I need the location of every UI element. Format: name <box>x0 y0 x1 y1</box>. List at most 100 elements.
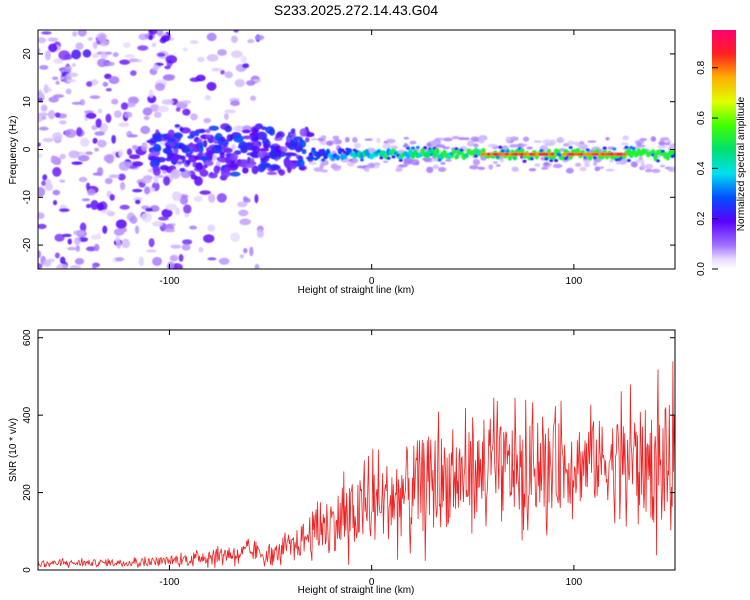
snr-y-ticks: 0 200 400 600 <box>22 329 675 573</box>
heat-cell <box>278 169 286 176</box>
heat-cell <box>87 37 93 41</box>
heat-cell <box>152 256 163 266</box>
heat-cell <box>207 257 217 261</box>
x-tick-label: 100 <box>566 577 583 588</box>
heat-peak-cell <box>567 152 573 156</box>
heat-cell <box>95 233 101 240</box>
heat-cell <box>658 141 667 146</box>
heat-cell <box>391 155 396 159</box>
heat-cell <box>124 54 136 58</box>
heat-cell <box>254 263 260 269</box>
heat-cell <box>509 144 519 148</box>
heat-cell <box>284 152 296 156</box>
heat-cell <box>246 80 256 86</box>
heat-cell <box>43 260 52 267</box>
heat-peak-cell <box>619 152 624 156</box>
heat-cell <box>71 101 82 105</box>
heat-cell <box>230 232 241 243</box>
heat-cell <box>105 61 115 67</box>
heat-cell <box>522 159 527 163</box>
heat-cell <box>111 98 119 105</box>
heat-peak-cell <box>504 152 510 156</box>
heat-cell <box>207 224 216 232</box>
heat-cell <box>230 100 240 107</box>
heat-cell <box>579 141 585 145</box>
heat-cell <box>38 250 41 259</box>
heat-cell <box>99 34 106 44</box>
heat-cell <box>41 31 52 35</box>
heat-cell <box>123 111 133 118</box>
heat-cell <box>298 139 307 148</box>
heat-cell <box>247 39 255 44</box>
heat-cell <box>94 131 105 136</box>
heat-cell <box>498 145 503 149</box>
heat-cell <box>521 143 528 147</box>
heat-peak-cell <box>498 152 504 156</box>
heat-peak-cell <box>594 152 600 156</box>
heat-cell <box>145 207 153 212</box>
heat-peak-cell <box>613 152 618 156</box>
heat-cell <box>38 112 49 116</box>
heat-cell <box>437 166 447 173</box>
heat-cell <box>105 51 113 55</box>
heat-cell <box>553 163 563 169</box>
heat-cell <box>74 237 81 246</box>
heat-cell <box>115 257 125 262</box>
heat-cell <box>382 143 392 150</box>
heat-cell <box>246 143 255 151</box>
heat-cell <box>58 50 71 61</box>
heat-cell <box>556 137 565 144</box>
heat-cell <box>85 151 93 156</box>
heat-cell <box>105 88 112 92</box>
heat-cell <box>359 158 364 162</box>
heat-cell <box>205 128 211 134</box>
heat-cell <box>423 146 428 150</box>
heat-cell <box>584 162 590 168</box>
heat-cell <box>554 158 559 163</box>
heat-cell <box>224 71 233 79</box>
heat-cell <box>241 129 251 134</box>
heat-cell <box>153 138 163 142</box>
heat-cell <box>53 58 64 64</box>
heat-cell <box>320 135 327 141</box>
heat-cell <box>660 137 670 141</box>
heat-cell <box>55 80 60 85</box>
heat-cell <box>175 107 181 112</box>
heat-cell <box>153 146 162 152</box>
heat-cell <box>167 129 175 139</box>
heat-cell <box>190 174 198 180</box>
heat-cell <box>230 50 243 58</box>
heat-cell <box>38 97 43 103</box>
heat-cell <box>53 200 58 206</box>
heat-cell <box>275 134 280 139</box>
heat-cell <box>398 164 408 168</box>
heat-cell <box>242 135 252 140</box>
heat-peak-cell <box>622 152 627 156</box>
heat-peak-cell <box>601 152 606 156</box>
heat-cell <box>56 263 68 269</box>
heat-cell <box>426 142 432 147</box>
heat-cell <box>165 55 178 64</box>
heat-cell <box>152 135 158 140</box>
heat-cell <box>254 34 265 41</box>
heat-cell <box>121 238 131 249</box>
heat-cell <box>252 127 259 134</box>
heat-cell <box>529 157 534 161</box>
colorbar-label: Normalized spectral amplitude <box>736 96 747 231</box>
heat-peak-cell <box>573 152 579 156</box>
heat-cell <box>131 161 144 167</box>
heat-peak-cell <box>541 152 546 156</box>
heat-cell <box>245 163 255 169</box>
heat-cell <box>52 132 63 141</box>
heat-cell <box>262 137 270 146</box>
heat-cell <box>249 158 255 165</box>
heat-cell <box>478 135 488 141</box>
heat-cell <box>112 52 119 58</box>
heat-cell <box>459 148 464 152</box>
heat-cell <box>239 218 251 226</box>
heat-cell <box>217 156 229 163</box>
heat-cell <box>189 130 197 138</box>
heat-cell <box>96 202 104 211</box>
heat-cell <box>644 168 653 173</box>
